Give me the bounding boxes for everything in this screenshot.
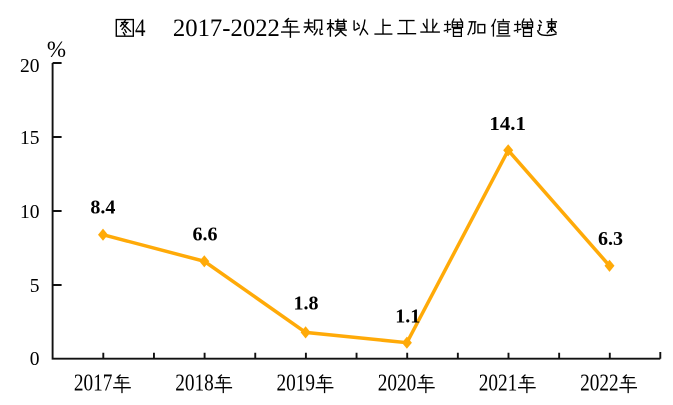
svg-text:2021: 2021: [479, 371, 518, 397]
svg-text:8.4: 8.4: [90, 197, 115, 219]
svg-text:6.6: 6.6: [193, 224, 218, 246]
svg-text:5: 5: [30, 276, 40, 297]
svg-text:2017: 2017: [74, 371, 113, 397]
svg-text:14.1: 14.1: [489, 113, 526, 135]
svg-text:20: 20: [20, 56, 40, 77]
svg-text:6.3: 6.3: [598, 228, 623, 250]
svg-text:%: %: [47, 37, 66, 62]
svg-text:0: 0: [30, 349, 40, 370]
svg-text:2017-2022: 2017-2022: [173, 13, 280, 42]
svg-text:4: 4: [135, 13, 146, 42]
svg-text:1.8: 1.8: [294, 293, 319, 315]
svg-text:2018: 2018: [175, 371, 214, 397]
svg-text:1.1: 1.1: [395, 305, 420, 327]
svg-text:10: 10: [20, 202, 40, 223]
svg-text:2022: 2022: [580, 371, 619, 397]
svg-text:2019: 2019: [277, 371, 316, 397]
svg-text:15: 15: [20, 128, 40, 149]
svg-text:2020: 2020: [378, 371, 417, 397]
